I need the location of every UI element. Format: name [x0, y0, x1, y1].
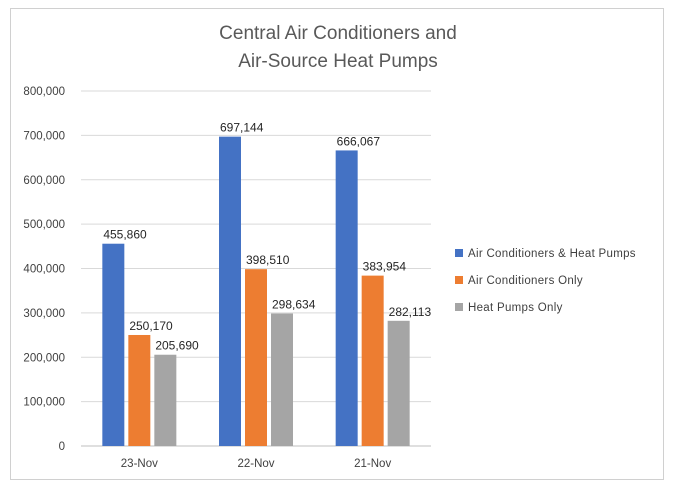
- bar: [271, 313, 293, 446]
- legend-swatch: [455, 249, 463, 257]
- data-label: 250,170: [129, 319, 173, 333]
- bar: [128, 334, 151, 446]
- data-label: 205,690: [155, 339, 199, 353]
- y-tick-label: 400,000: [23, 264, 65, 276]
- data-label: 298,634: [272, 297, 316, 311]
- x-tick-label: 21-Nov: [354, 458, 391, 470]
- legend-swatch: [455, 276, 463, 284]
- data-label: 455,860: [103, 228, 147, 242]
- data-label: 383,954: [363, 260, 407, 274]
- data-label: 666,067: [337, 134, 381, 148]
- legend-swatch: [455, 303, 463, 311]
- y-tick-label: 100,000: [23, 397, 65, 409]
- x-tick-label: 22-Nov: [237, 458, 274, 470]
- bar: [245, 269, 267, 446]
- legend-label: Heat Pumps Only: [468, 302, 563, 314]
- chart-title-line-1: Central Air Conditioners and: [219, 23, 457, 44]
- bar: [219, 136, 241, 447]
- legend-label: Air Conditioners Only: [468, 275, 583, 287]
- y-tick-label: 800,000: [23, 86, 65, 98]
- chart-frame: Central Air Conditioners and Air-Source …: [10, 8, 664, 480]
- x-tick-label: 23-Nov: [121, 458, 158, 470]
- bar: [154, 354, 177, 446]
- bar: [102, 243, 125, 446]
- chart: Central Air Conditioners and Air-Source …: [23, 23, 636, 470]
- y-tick-label: 300,000: [23, 308, 65, 320]
- data-label: 697,144: [220, 121, 264, 135]
- y-tick-label: 500,000: [23, 219, 65, 231]
- data-label: 398,510: [246, 253, 290, 267]
- data-label: 282,113: [389, 305, 432, 319]
- bar: [387, 320, 410, 446]
- y-tick-label: 200,000: [23, 352, 65, 364]
- legend-label: Air Conditioners & Heat Pumps: [468, 248, 636, 260]
- bar: [335, 150, 358, 446]
- y-tick-label: 0: [59, 441, 65, 453]
- y-tick-label: 600,000: [23, 175, 65, 187]
- chart-title-line-2: Air-Source Heat Pumps: [238, 51, 438, 72]
- y-tick-label: 700,000: [23, 130, 65, 142]
- bar: [361, 275, 384, 446]
